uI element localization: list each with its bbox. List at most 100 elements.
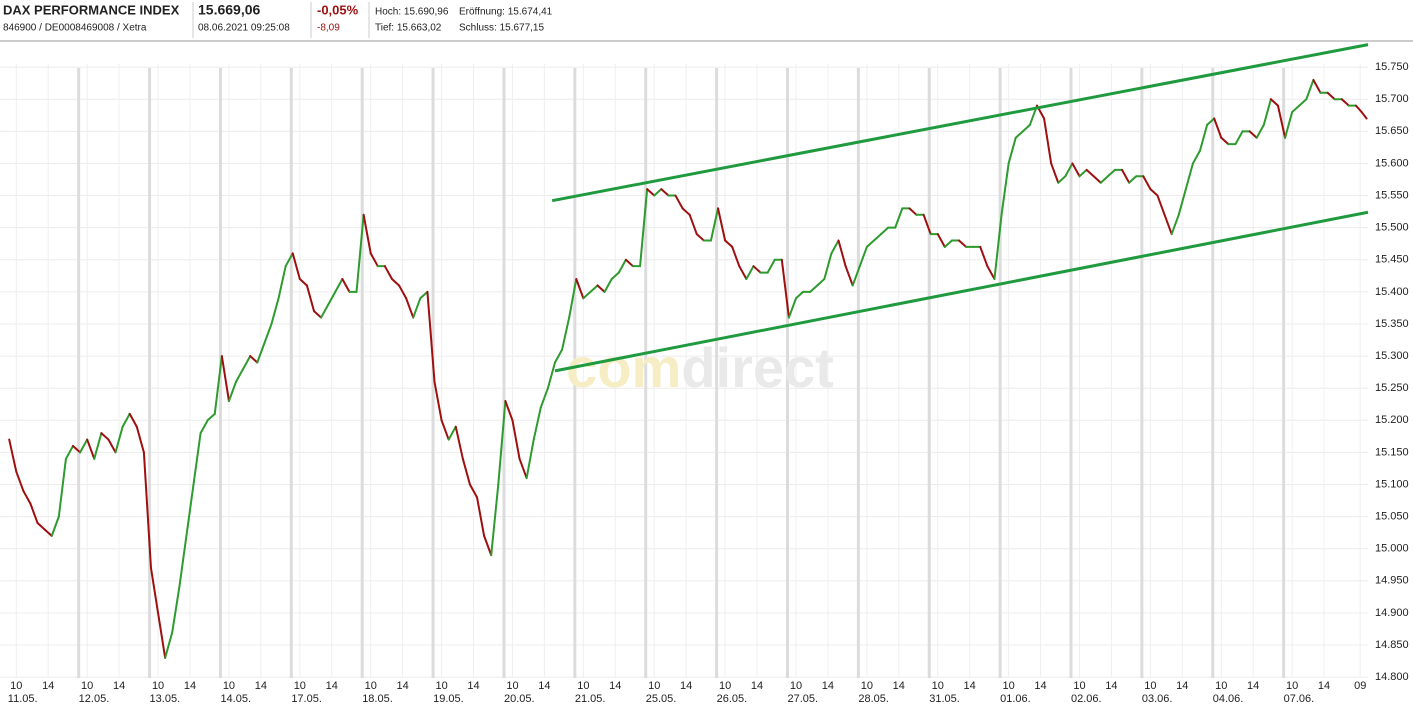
price-segment: [674, 194, 684, 210]
x-tick-label: 10: [719, 680, 731, 692]
price-segment: [596, 284, 606, 293]
price-segment: [1199, 123, 1209, 152]
price-segment: [1262, 98, 1272, 126]
price-segment: [1149, 188, 1159, 197]
high: Hoch: 15.690,96: [375, 7, 449, 18]
price-segment: [128, 412, 138, 428]
price-segment: [717, 207, 727, 242]
price-segment: [447, 425, 457, 441]
price-segment: [1128, 175, 1138, 184]
price-segment: [171, 586, 181, 634]
watermark: comdirect: [566, 336, 834, 399]
y-tick-label: 15.700: [1375, 93, 1409, 105]
price-segment: [1360, 111, 1368, 120]
price-segment: [823, 252, 833, 281]
price-segment: [355, 213, 365, 293]
x-tick-label: 14: [822, 680, 834, 692]
date-label: 21.05.: [575, 693, 606, 705]
x-tick-label: 14: [1318, 680, 1330, 692]
price-segment: [1050, 162, 1060, 184]
price-segment: [1213, 117, 1223, 139]
y-tick-label: 15.100: [1375, 478, 1409, 490]
x-tick-label: 10: [1003, 680, 1015, 692]
y-tick-label: 15.200: [1375, 414, 1409, 426]
price-segment: [724, 239, 734, 248]
price-segment: [369, 252, 379, 268]
instrument-id: 846900 / DE0008469008 / Xetra: [3, 23, 147, 34]
date-label: 04.06.: [1213, 693, 1244, 705]
x-tick-label: 14: [893, 680, 905, 692]
price-segment: [582, 290, 592, 300]
price-segment: [164, 631, 174, 659]
price-segment: [794, 290, 805, 300]
price-segment: [390, 278, 401, 287]
price-segment: [29, 502, 39, 525]
price-segment: [313, 310, 323, 319]
price-segment: [419, 290, 429, 300]
date-label: 19.05.: [433, 693, 464, 705]
x-tick-label: 14: [1176, 680, 1188, 692]
instrument-title: DAX PERFORMANCE INDEX: [3, 2, 180, 17]
price: 15.669,06: [198, 2, 260, 18]
price-segment: [362, 213, 372, 255]
price-segment: [36, 522, 46, 531]
price-segment: [858, 245, 868, 268]
price-segment: [8, 438, 18, 473]
price-segment: [79, 438, 89, 454]
price-segment: [1007, 136, 1017, 165]
price-segment: [341, 278, 351, 293]
x-tick-label: 14: [396, 680, 408, 692]
y-tick-label: 15.250: [1375, 382, 1409, 394]
price-segment: [1326, 91, 1336, 101]
date-label: 07.06.: [1284, 693, 1315, 705]
price-segment: [291, 252, 301, 281]
price-segment: [731, 245, 741, 268]
price-segment: [1121, 168, 1131, 184]
price-segment: [1255, 123, 1265, 139]
price-segment: [986, 265, 996, 281]
x-tick-label: 14: [113, 680, 125, 692]
date-label: 03.06.: [1142, 693, 1173, 705]
y-tick-label: 15.750: [1375, 61, 1409, 73]
price-segment: [135, 425, 145, 454]
price-segment: [1340, 98, 1350, 107]
price-segment: [646, 188, 656, 197]
price-segment: [844, 265, 854, 287]
y-tick-label: 15.400: [1375, 286, 1409, 298]
date-label: 25.05.: [646, 693, 677, 705]
price-segment: [1284, 111, 1294, 139]
y-tick-label: 14.950: [1375, 575, 1409, 587]
price-segment: [114, 425, 124, 454]
price-segment: [1000, 162, 1010, 216]
x-tick-label: 09: [1354, 680, 1366, 692]
price-segment: [93, 432, 103, 460]
price-segment: [1106, 168, 1116, 178]
price-segment: [242, 355, 252, 370]
price-segment: [1156, 194, 1166, 216]
price-segment: [561, 316, 571, 351]
price-segment: [213, 355, 223, 415]
y-tick-label: 15.150: [1375, 446, 1409, 458]
price-segment: [256, 342, 266, 364]
price-segment: [1312, 78, 1322, 94]
trend-line: [554, 210, 1369, 373]
price-segment: [738, 265, 748, 281]
price-segment: [993, 213, 1003, 281]
y-tick-label: 15.050: [1375, 511, 1409, 523]
price-segment: [695, 233, 705, 242]
trend-line: [551, 43, 1369, 203]
y-tick-label: 15.500: [1375, 222, 1409, 234]
price-segment: [660, 188, 670, 197]
x-tick-label: 14: [326, 680, 338, 692]
price-segment: [1021, 123, 1031, 133]
date-label: 31.05.: [929, 693, 960, 705]
x-tick-label: 14: [1034, 680, 1046, 692]
price-segment: [100, 432, 110, 441]
date-label: 26.05.: [717, 693, 748, 705]
y-tick-label: 14.800: [1375, 671, 1409, 683]
price-segment: [745, 265, 755, 281]
date-label: 28.05.: [858, 693, 889, 705]
price-segment: [15, 470, 25, 492]
price-segment: [57, 457, 67, 518]
price-segment: [1354, 104, 1363, 114]
